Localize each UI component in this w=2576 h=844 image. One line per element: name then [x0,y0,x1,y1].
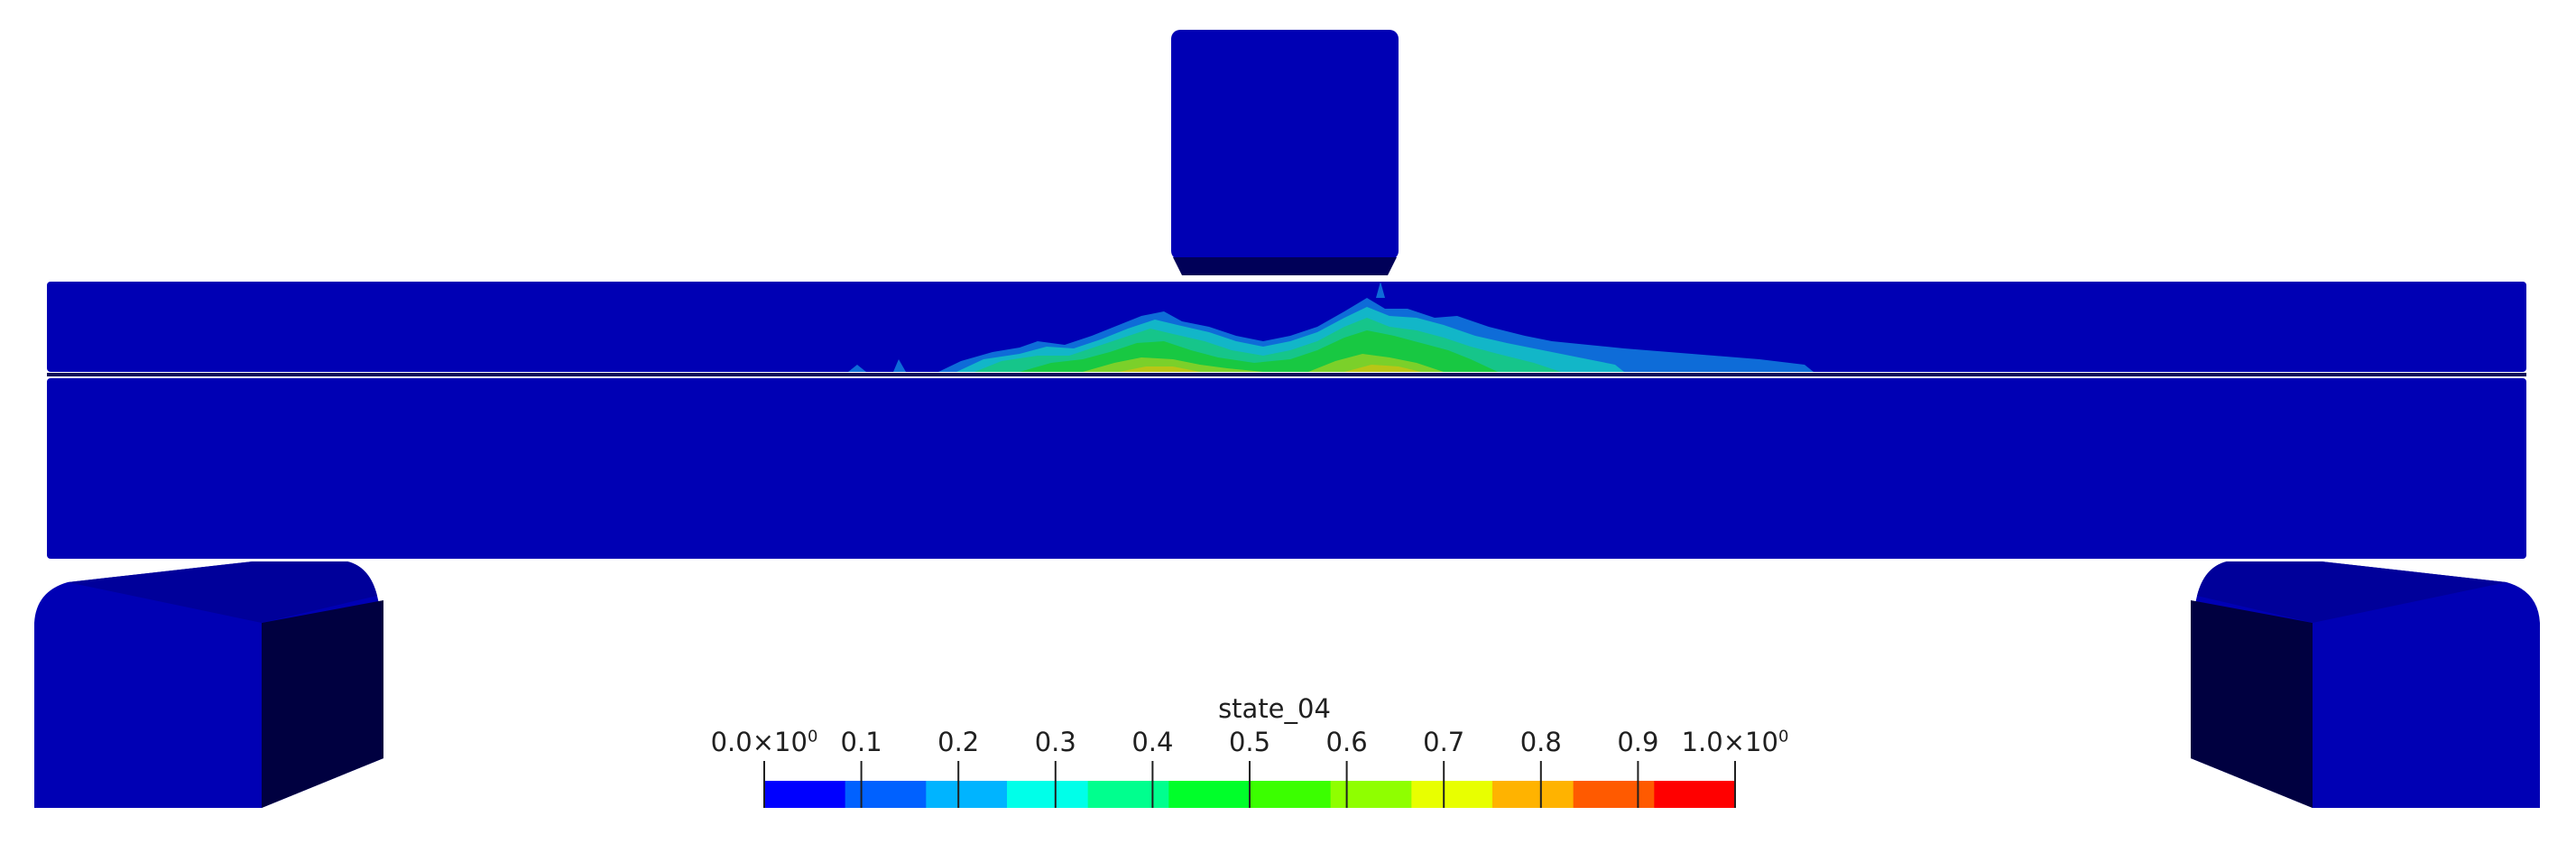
right-support [2191,561,2540,808]
legend-color-band [1654,781,1736,808]
legend-color-band [1168,781,1251,808]
legend-color-band [1007,781,1089,808]
legend-tick-label: 0.4 [1131,727,1174,757]
legend-color-band [1573,781,1655,808]
left-support [34,561,383,808]
legend-color-band [926,781,1008,808]
legend-color-band [1250,781,1332,808]
legend-color-band [1492,781,1574,808]
legend-color-band [845,781,927,808]
damage-contour [848,282,1814,372]
legend-tick-label: 0.8 [1519,727,1562,757]
lower-beam-layer [47,378,2526,559]
legend-tick-label: 0.7 [1423,727,1465,757]
color-legend-ticks [763,761,1736,808]
upper-beam-layer [47,282,2526,372]
legend-tick-label: 0.0×100 [710,727,818,757]
legend-color-band [764,781,846,808]
legend-color-band [1330,781,1412,808]
legend-color-band [1087,781,1169,808]
legend-title: state_04 [1218,693,1331,724]
legend-tick-label: 0.5 [1228,727,1271,757]
legend-tick-label: 0.1 [840,727,882,757]
legend-tick-label: 0.6 [1325,727,1368,757]
legend-color-band [1411,781,1493,808]
legend-tick-label: 0.3 [1034,727,1076,757]
legend-tick-label: 0.2 [937,727,980,757]
legend-tick-label: 0.9 [1617,727,1659,757]
loading-nose [1171,30,1399,275]
color-legend-bar [764,781,1736,808]
legend-tick-label: 1.0×100 [1681,727,1789,757]
